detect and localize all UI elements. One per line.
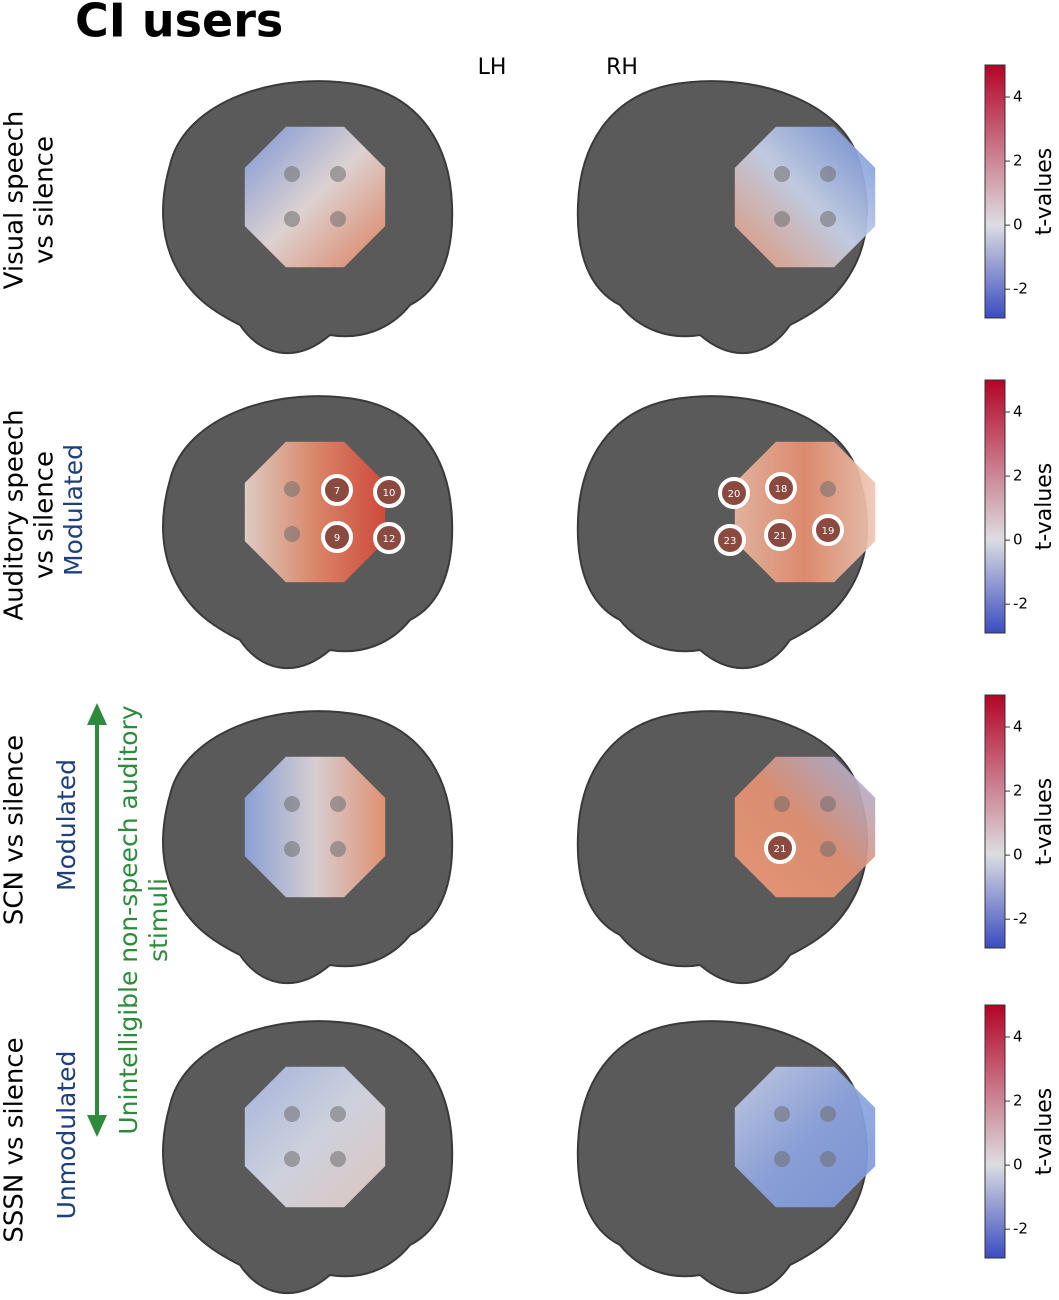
colorbar-tick-label: 0 <box>1013 1156 1023 1174</box>
colorbar-tick-label: 2 <box>1013 467 1023 485</box>
colorbar-tick-label: 2 <box>1013 782 1023 800</box>
electrode-area <box>244 441 386 583</box>
channel-dot <box>284 1151 300 1167</box>
channel-dot <box>774 1151 790 1167</box>
channel-dot <box>820 1151 836 1167</box>
channel-dot <box>330 1151 346 1167</box>
row-label: SCN vs silence <box>0 735 30 925</box>
colorbar <box>984 694 1006 949</box>
channel-dot <box>774 1106 790 1122</box>
colorbar-label: t-values <box>1032 1088 1057 1176</box>
colorbar-tick-label: 0 <box>1013 846 1023 864</box>
channel-dot <box>330 166 346 182</box>
channel-dot <box>774 211 790 227</box>
channel-highlight <box>764 519 796 551</box>
colorbar-tick-label: 2 <box>1013 1092 1023 1110</box>
colorbar <box>984 1004 1006 1259</box>
channel-highlight <box>764 832 796 864</box>
channel-label: 12 <box>383 534 396 545</box>
channel-dot <box>820 211 836 227</box>
electrode-area <box>734 1066 876 1208</box>
channel-label: 18 <box>775 484 788 495</box>
channel-label: 19 <box>822 526 835 537</box>
channel-dot <box>284 841 300 857</box>
row-note: Unmodulated <box>52 1051 81 1220</box>
colorbar-tick-label: 4 <box>1013 1028 1023 1046</box>
colorbar <box>984 379 1006 634</box>
channel-dot <box>820 796 836 812</box>
channel-dot <box>330 796 346 812</box>
electrode-area <box>244 756 386 898</box>
figure-title: CI users <box>75 0 283 48</box>
row-note: Modulated <box>52 759 81 891</box>
channel-label: 23 <box>724 536 737 547</box>
channel-dot <box>284 796 300 812</box>
channel-highlight <box>321 521 353 553</box>
colorbar-tick-label: -2 <box>1013 280 1028 298</box>
row-note: Modulated <box>59 444 88 576</box>
hemisphere-label: LH <box>478 55 507 80</box>
colorbar-tick-label: -2 <box>1013 910 1028 928</box>
colorbar-tick-label: -2 <box>1013 1220 1028 1238</box>
colorbar-tick-label: 2 <box>1013 152 1023 170</box>
colorbar-tick-label: 0 <box>1013 216 1023 234</box>
electrode-area <box>734 756 876 898</box>
colorbar-tick-label: 4 <box>1013 403 1023 421</box>
channel-highlight <box>373 476 405 508</box>
channel-dot <box>820 166 836 182</box>
colorbar-label: t-values <box>1032 463 1057 551</box>
row-label: Auditory speech <box>0 409 30 620</box>
channel-dot <box>774 166 790 182</box>
channel-dot <box>820 841 836 857</box>
row-label: SSSN vs silence <box>0 1037 30 1242</box>
channel-highlight <box>373 522 405 554</box>
colorbar-tick-label: 0 <box>1013 531 1023 549</box>
channel-dot <box>330 211 346 227</box>
colorbar <box>984 64 1006 319</box>
channel-highlight <box>321 474 353 506</box>
channel-dot <box>284 211 300 227</box>
arrow-head <box>87 1115 107 1137</box>
colorbar-label: t-values <box>1032 778 1057 866</box>
channel-label: 21 <box>774 844 787 855</box>
channel-highlight <box>714 524 746 556</box>
colorbar-label: t-values <box>1032 148 1057 236</box>
row-label: vs silence <box>30 451 60 579</box>
channel-label: 21 <box>774 531 787 542</box>
electrode-area <box>734 441 876 583</box>
channel-dot <box>284 481 300 497</box>
channel-dot <box>330 841 346 857</box>
row-label: vs silence <box>30 136 60 264</box>
channel-highlight <box>718 477 750 509</box>
electrode-area <box>734 126 876 268</box>
channel-dot <box>284 526 300 542</box>
hemisphere-label: RH <box>606 55 638 80</box>
electrode-area <box>244 126 386 268</box>
channel-dot <box>820 481 836 497</box>
channel-highlight <box>765 472 797 504</box>
channel-label: 10 <box>383 488 396 499</box>
arrow-head <box>87 703 107 725</box>
channel-dot <box>820 1106 836 1122</box>
channel-dot <box>774 796 790 812</box>
group-label: Unintelligible non-speech auditory <box>114 705 143 1134</box>
channel-highlight <box>812 514 844 546</box>
colorbar-tick-label: 4 <box>1013 88 1023 106</box>
channel-label: 9 <box>334 533 340 544</box>
channel-dot <box>284 1106 300 1122</box>
channel-dot <box>330 1106 346 1122</box>
group-label: stimuli <box>144 878 173 962</box>
electrode-area <box>244 1066 386 1208</box>
channel-label: 20 <box>728 489 741 500</box>
colorbar-tick-label: 4 <box>1013 718 1023 736</box>
channel-label: 7 <box>334 486 340 497</box>
row-label: Visual speech <box>0 111 30 290</box>
colorbar-tick-label: -2 <box>1013 595 1028 613</box>
channel-dot <box>284 166 300 182</box>
